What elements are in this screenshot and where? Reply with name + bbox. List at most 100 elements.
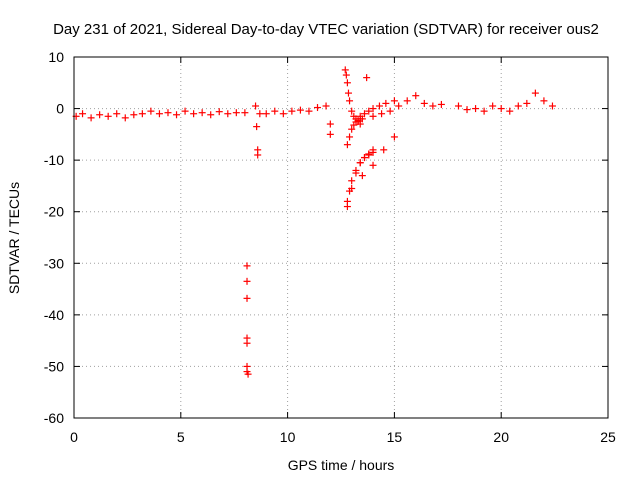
data-point	[104, 112, 112, 120]
data-point	[326, 120, 334, 128]
x-tick-label: 25	[600, 429, 616, 445]
data-point	[369, 112, 377, 120]
data-point	[232, 109, 240, 117]
data-point	[378, 110, 386, 118]
data-point	[343, 141, 351, 149]
data-point	[288, 107, 296, 115]
data-point	[344, 89, 352, 97]
data-point	[342, 71, 350, 79]
data-point	[256, 110, 264, 118]
data-point	[305, 107, 313, 115]
data-point	[548, 102, 556, 110]
data-point	[121, 114, 129, 122]
y-tick-label: -50	[44, 358, 64, 374]
data-point	[181, 107, 189, 115]
data-point	[514, 102, 522, 110]
y-tick-label: -30	[44, 255, 64, 271]
data-point	[190, 110, 198, 118]
data-point	[215, 108, 223, 116]
plot-frame	[73, 56, 609, 419]
data-point	[437, 100, 445, 108]
data-point	[243, 277, 251, 285]
data-point	[224, 110, 232, 118]
data-point	[390, 97, 398, 105]
data-point	[346, 187, 354, 195]
data-point	[343, 79, 351, 87]
x-tick-label: 15	[387, 429, 403, 445]
data-point	[454, 102, 462, 110]
data-point	[341, 66, 349, 74]
data-point	[356, 112, 364, 120]
data-point	[497, 105, 505, 113]
y-axis-label: SDTVAR / TECUs	[6, 182, 22, 294]
data-point	[96, 111, 104, 119]
data-point	[375, 102, 383, 110]
data-point	[262, 110, 270, 118]
data-point	[87, 114, 95, 122]
x-axis-label: GPS time / hours	[288, 457, 395, 473]
data-point	[243, 339, 251, 347]
data-point	[348, 177, 356, 185]
data-point	[365, 107, 373, 115]
data-points	[72, 66, 556, 378]
data-point	[271, 107, 279, 115]
data-point	[390, 133, 398, 141]
y-tick-label: -40	[44, 307, 64, 323]
data-point	[314, 104, 322, 112]
data-point	[369, 105, 377, 113]
data-point	[155, 110, 163, 118]
data-point	[489, 102, 497, 110]
data-point	[346, 97, 354, 105]
data-point	[296, 106, 304, 114]
data-point	[198, 109, 206, 117]
data-point	[113, 110, 121, 118]
data-point	[472, 105, 480, 113]
x-tick-label: 0	[70, 429, 78, 445]
data-point	[207, 111, 215, 119]
data-point	[243, 294, 251, 302]
grid-lines	[74, 57, 608, 418]
axis-ticks: 0 5 10 15 20 25 10 0 -10 -20 -30 -40 -50 -60	[44, 49, 616, 445]
data-point	[173, 111, 181, 119]
data-point	[130, 111, 138, 119]
data-point	[241, 109, 249, 117]
data-point	[369, 161, 377, 169]
data-point	[322, 102, 330, 110]
data-point	[523, 99, 531, 107]
data-point	[138, 110, 146, 118]
data-point	[369, 146, 377, 154]
data-point	[463, 106, 471, 114]
x-tick-label: 10	[280, 429, 296, 445]
x-tick-label: 20	[493, 429, 509, 445]
data-point	[360, 154, 368, 162]
y-tick-label: -20	[44, 204, 64, 220]
data-point	[365, 150, 373, 158]
data-point	[326, 130, 334, 138]
data-point	[412, 92, 420, 100]
data-point	[253, 123, 261, 131]
data-point	[147, 107, 155, 115]
data-point	[506, 107, 514, 115]
data-point	[254, 151, 262, 159]
data-point	[243, 262, 251, 270]
data-point	[279, 110, 287, 118]
data-point	[403, 97, 411, 105]
data-point	[358, 172, 366, 180]
y-tick-label: 0	[56, 101, 64, 117]
data-point	[480, 107, 488, 115]
data-point	[348, 107, 356, 115]
data-point	[356, 159, 364, 167]
y-tick-label: 10	[48, 49, 64, 65]
data-point	[360, 110, 368, 118]
data-point	[343, 197, 351, 205]
data-point	[420, 99, 428, 107]
data-point	[348, 125, 356, 133]
data-point	[79, 110, 87, 118]
data-point	[252, 102, 260, 110]
data-point	[164, 109, 172, 117]
data-point	[352, 166, 360, 174]
data-point	[531, 89, 539, 97]
data-point	[346, 133, 354, 141]
y-tick-label: -10	[44, 152, 64, 168]
chart-title: Day 231 of 2021, Sidereal Day-to-day VTE…	[53, 21, 599, 38]
